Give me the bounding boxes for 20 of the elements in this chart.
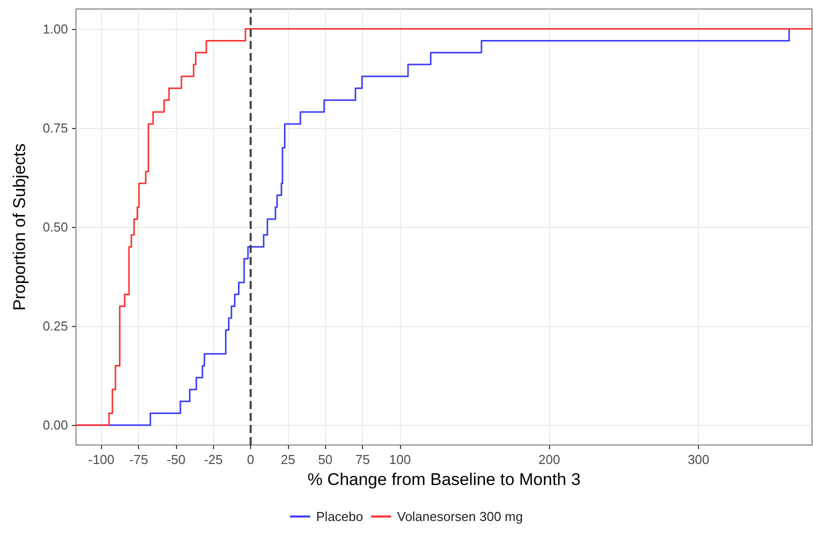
x-tick-label: 200 [538, 452, 560, 467]
y-tick-label: 0.75 [42, 120, 68, 136]
x-tick-label: 100 [389, 452, 411, 467]
x-tick-label: 300 [688, 452, 710, 467]
x-axis-title: % Change from Baseline to Month 3 [307, 470, 581, 489]
y-tick-label: 0.00 [42, 418, 68, 433]
y-tick-label: 1.00 [42, 21, 68, 36]
x-tick-label: 75 [355, 452, 370, 467]
y-tick-label: 0.50 [42, 220, 68, 234]
y-axis-title: Proportion of Subjects [10, 143, 29, 311]
x-tick-label: 50 [318, 452, 333, 467]
x-tick-label: -75 [129, 452, 148, 467]
legend-label: Placebo [316, 509, 364, 524]
x-tick-label: -100 [88, 452, 114, 467]
x-tick-label: -50 [166, 452, 186, 467]
legend-label: Volanesorsen 300 mg [397, 509, 523, 524]
y-tick-label: 0.25 [42, 318, 68, 334]
x-tick-label: -25 [204, 452, 223, 467]
x-tick-label: 25 [280, 452, 296, 467]
x-tick-label: 0 [247, 452, 254, 467]
